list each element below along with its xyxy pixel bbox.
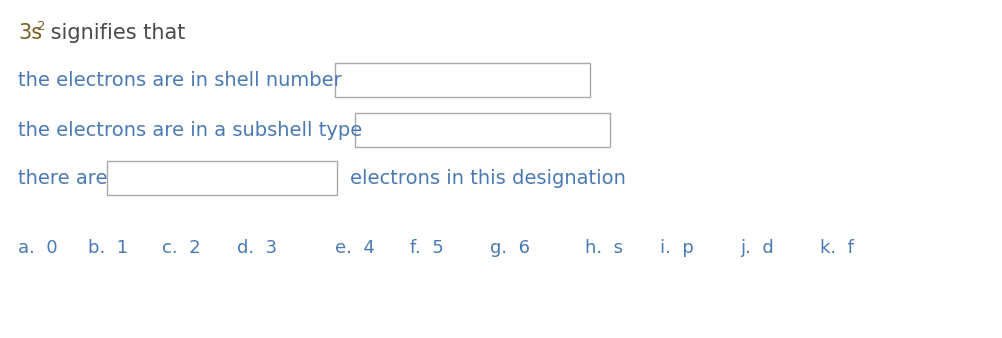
Text: c.  2: c. 2 <box>162 239 200 257</box>
Text: j.  d: j. d <box>739 239 773 257</box>
Bar <box>107 161 337 195</box>
Text: b.  1: b. 1 <box>88 239 128 257</box>
Text: d.  3: d. 3 <box>236 239 277 257</box>
Text: k.  f: k. f <box>820 239 853 257</box>
Text: electrons in this designation: electrons in this designation <box>350 169 625 188</box>
Text: i.  p: i. p <box>659 239 693 257</box>
Text: h.  s: h. s <box>584 239 622 257</box>
Text: there are: there are <box>18 169 107 188</box>
Bar <box>355 113 609 147</box>
Text: 2: 2 <box>37 20 45 32</box>
Text: the electrons are in shell number: the electrons are in shell number <box>18 71 342 90</box>
Text: f.  5: f. 5 <box>410 239 443 257</box>
Text: e.  4: e. 4 <box>335 239 375 257</box>
Text: 3s: 3s <box>18 23 42 43</box>
Text: the electrons are in a subshell type: the electrons are in a subshell type <box>18 121 362 140</box>
Text: g.  6: g. 6 <box>490 239 529 257</box>
Bar <box>335 63 589 97</box>
Text: a.  0: a. 0 <box>18 239 57 257</box>
Text: signifies that: signifies that <box>44 23 185 43</box>
